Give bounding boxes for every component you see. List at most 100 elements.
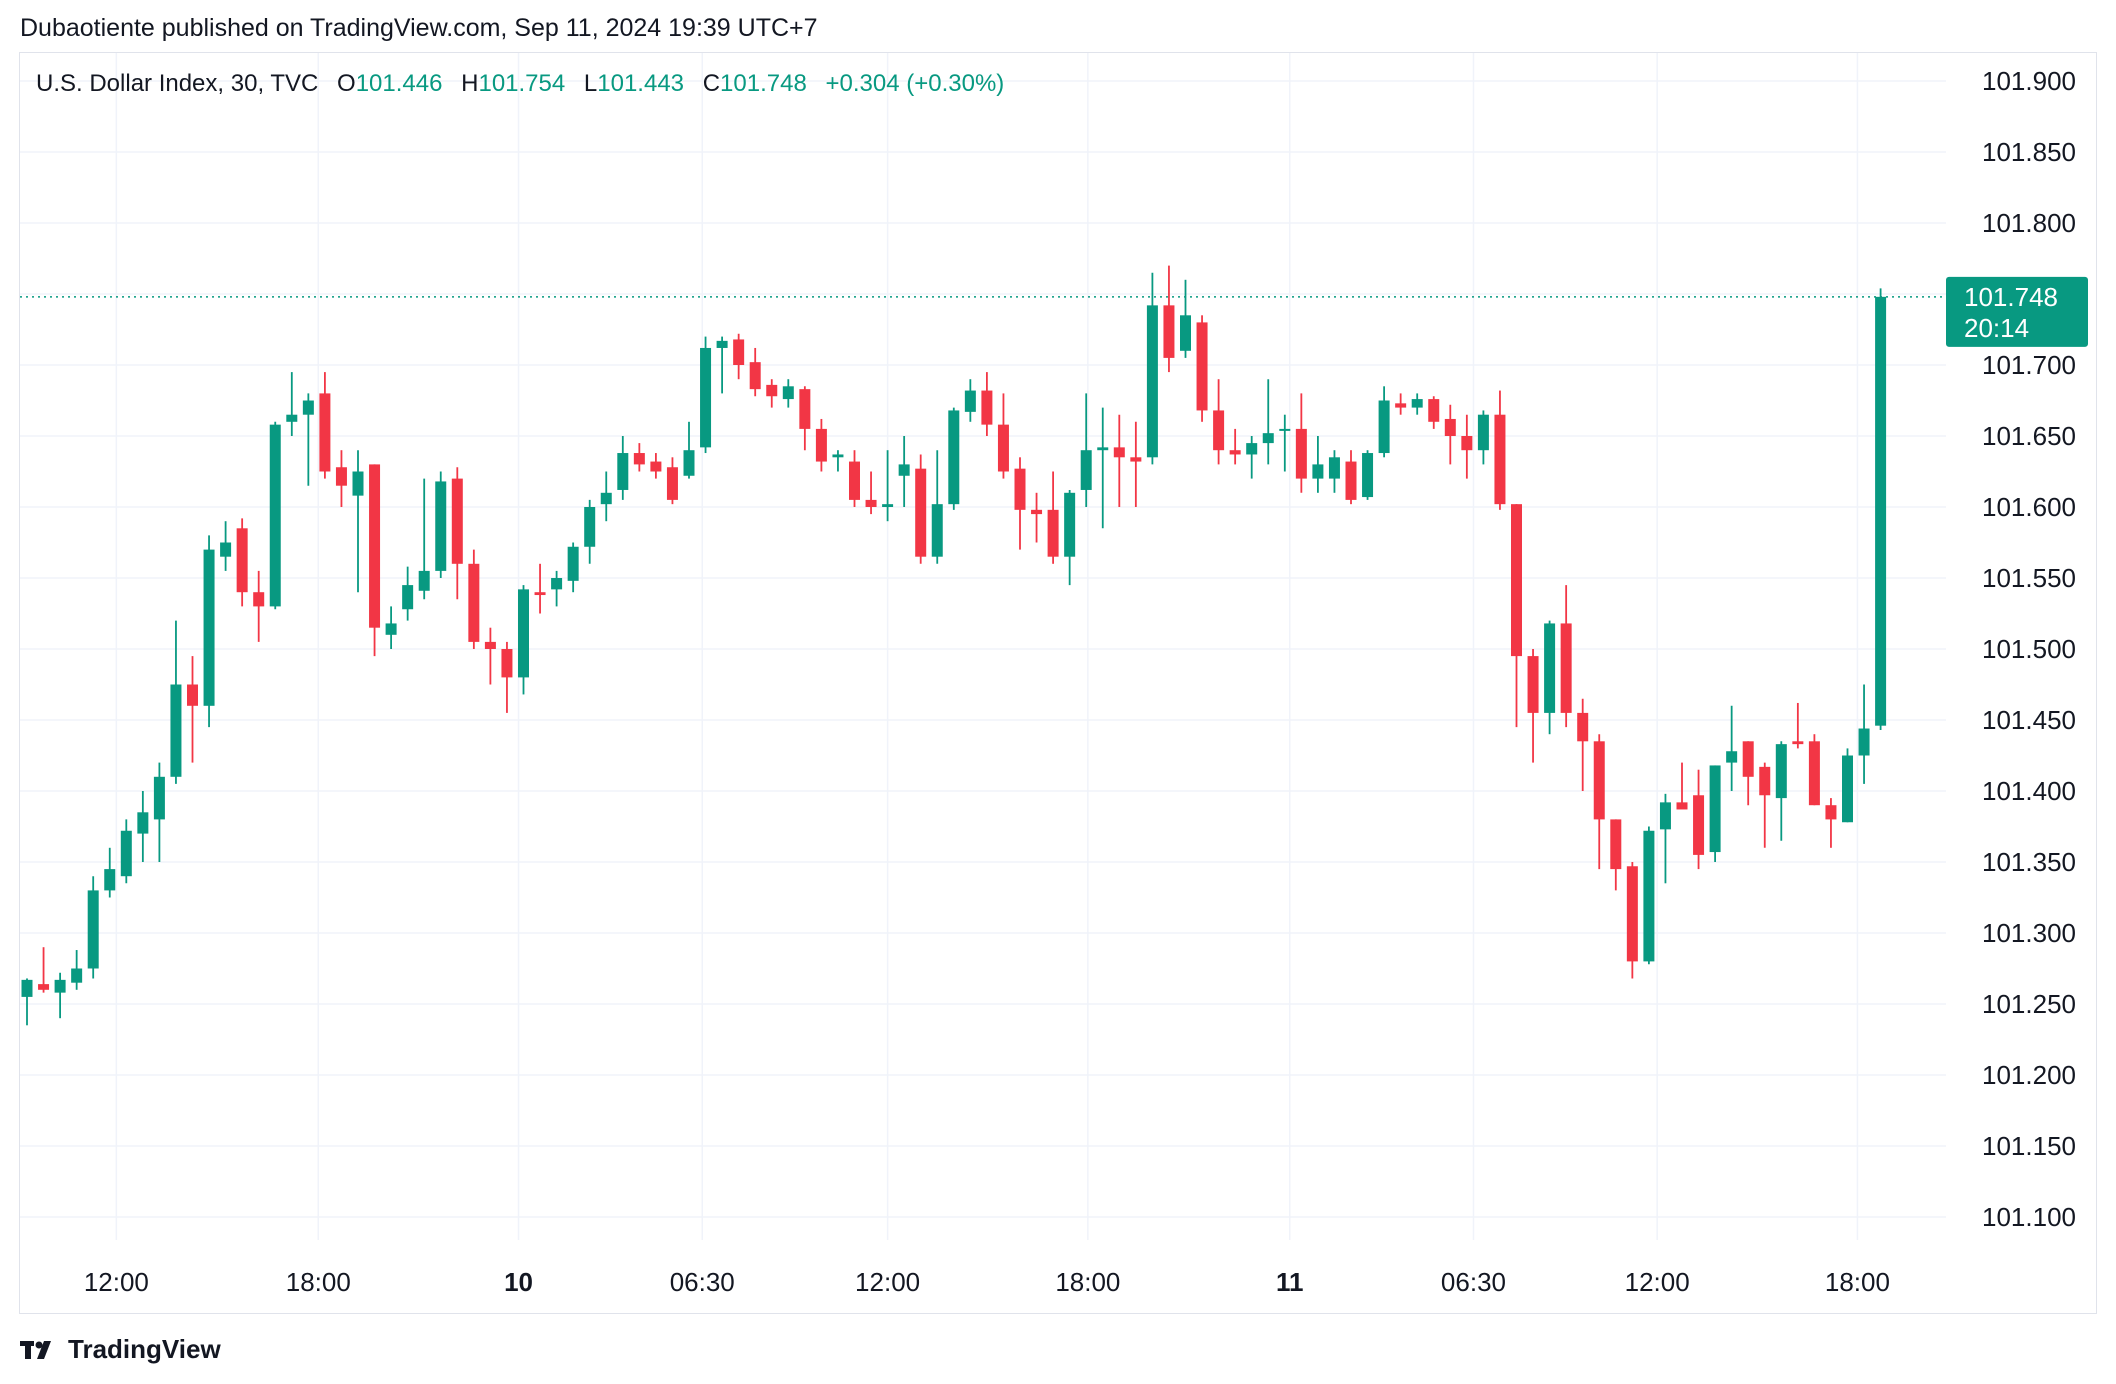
- candle: [38, 947, 50, 993]
- candle-body: [302, 400, 314, 415]
- candle: [1842, 748, 1853, 823]
- candle: [418, 478, 430, 600]
- candle: [650, 453, 662, 479]
- candle: [1444, 404, 1456, 465]
- candle: [683, 421, 695, 479]
- chart-frame: [19, 52, 2097, 1314]
- candle: [352, 450, 364, 593]
- candle-body: [1213, 410, 1225, 451]
- candle-body: [1808, 741, 1820, 806]
- x-tick-label: 10: [504, 1267, 533, 1297]
- candle-body: [567, 546, 579, 581]
- candle-body: [335, 467, 347, 486]
- candle-body: [1842, 755, 1853, 823]
- candle-body: [1097, 447, 1109, 451]
- candle-body: [931, 504, 943, 557]
- footer-brand-text: TradingView: [68, 1334, 221, 1364]
- candle: [1097, 407, 1109, 529]
- candle: [1362, 450, 1374, 500]
- candle-body: [1494, 414, 1506, 505]
- legend-close-label: C: [702, 70, 721, 97]
- candle: [369, 464, 381, 657]
- candle-body: [948, 410, 960, 505]
- candle: [1229, 428, 1241, 465]
- candle: [1792, 702, 1804, 749]
- candle-body: [1113, 447, 1125, 458]
- candle: [1031, 492, 1043, 543]
- grid-lines: [20, 53, 1946, 1240]
- candle-body: [1163, 305, 1175, 358]
- candle: [451, 467, 463, 600]
- candle: [1047, 471, 1059, 564]
- candle-body: [71, 968, 83, 983]
- candle: [749, 347, 761, 397]
- candle-body: [352, 471, 364, 496]
- legend-open-value: 101.446: [355, 70, 443, 97]
- candle-body: [915, 468, 927, 557]
- candle-body: [1411, 399, 1423, 408]
- candle-body: [137, 812, 149, 834]
- candle-body: [551, 578, 563, 590]
- candle: [1527, 649, 1539, 763]
- candle-body: [1511, 504, 1522, 657]
- candle-body: [766, 384, 778, 397]
- candle: [1676, 762, 1688, 810]
- candle: [1875, 288, 1887, 730]
- footer-brand[interactable]: TradingView: [20, 1334, 221, 1365]
- candle-body: [1047, 509, 1059, 557]
- candle-body: [1577, 712, 1589, 742]
- candle: [1411, 393, 1423, 415]
- candle-body: [1444, 418, 1456, 436]
- candle-body: [1693, 795, 1705, 855]
- y-tick-label: 101.200: [1982, 1060, 2076, 1090]
- candle: [1626, 862, 1638, 979]
- candle: [1494, 390, 1506, 510]
- candle-body: [815, 428, 827, 462]
- candle-body: [1378, 400, 1390, 454]
- candle-body: [104, 869, 116, 891]
- candle: [203, 535, 215, 728]
- candle-body: [683, 450, 695, 476]
- candle: [1395, 393, 1407, 415]
- candle: [948, 407, 960, 510]
- candle: [915, 454, 927, 564]
- y-tick-label: 101.450: [1982, 705, 2076, 735]
- candle-body: [898, 464, 910, 476]
- candle: [617, 436, 629, 500]
- publish-caption: Dubaotiente published on TradingView.com…: [20, 14, 818, 42]
- candle-body: [1229, 450, 1241, 455]
- candle: [551, 570, 563, 607]
- candle: [170, 620, 182, 784]
- candle: [484, 627, 496, 685]
- y-tick-label: 101.800: [1982, 208, 2076, 238]
- y-tick-label: 101.550: [1982, 563, 2076, 593]
- candle-body: [749, 362, 761, 390]
- legend-low-label: L: [583, 70, 598, 97]
- candle-body: [981, 390, 993, 425]
- candle: [187, 656, 198, 763]
- candle: [981, 372, 993, 436]
- candle-body: [385, 623, 397, 635]
- candle: [898, 436, 910, 507]
- candle-body: [203, 549, 215, 706]
- candle: [1544, 620, 1556, 735]
- candle: [584, 499, 596, 564]
- candle-body: [1527, 656, 1539, 713]
- candle-body: [1659, 802, 1671, 830]
- candle-body: [865, 499, 877, 507]
- candle-body: [468, 563, 480, 642]
- candle-body: [220, 542, 232, 557]
- y-tick-label: 101.850: [1982, 137, 2076, 167]
- candle-body: [1312, 464, 1324, 479]
- candle: [534, 563, 546, 614]
- candle: [931, 450, 943, 564]
- candle: [71, 950, 83, 990]
- candle: [153, 762, 165, 862]
- legend-change: +0.304 (+0.30%): [825, 70, 1005, 97]
- candle: [120, 819, 132, 884]
- candle: [1064, 489, 1076, 586]
- candle: [882, 450, 894, 522]
- y-tick-label: 101.250: [1982, 989, 2076, 1019]
